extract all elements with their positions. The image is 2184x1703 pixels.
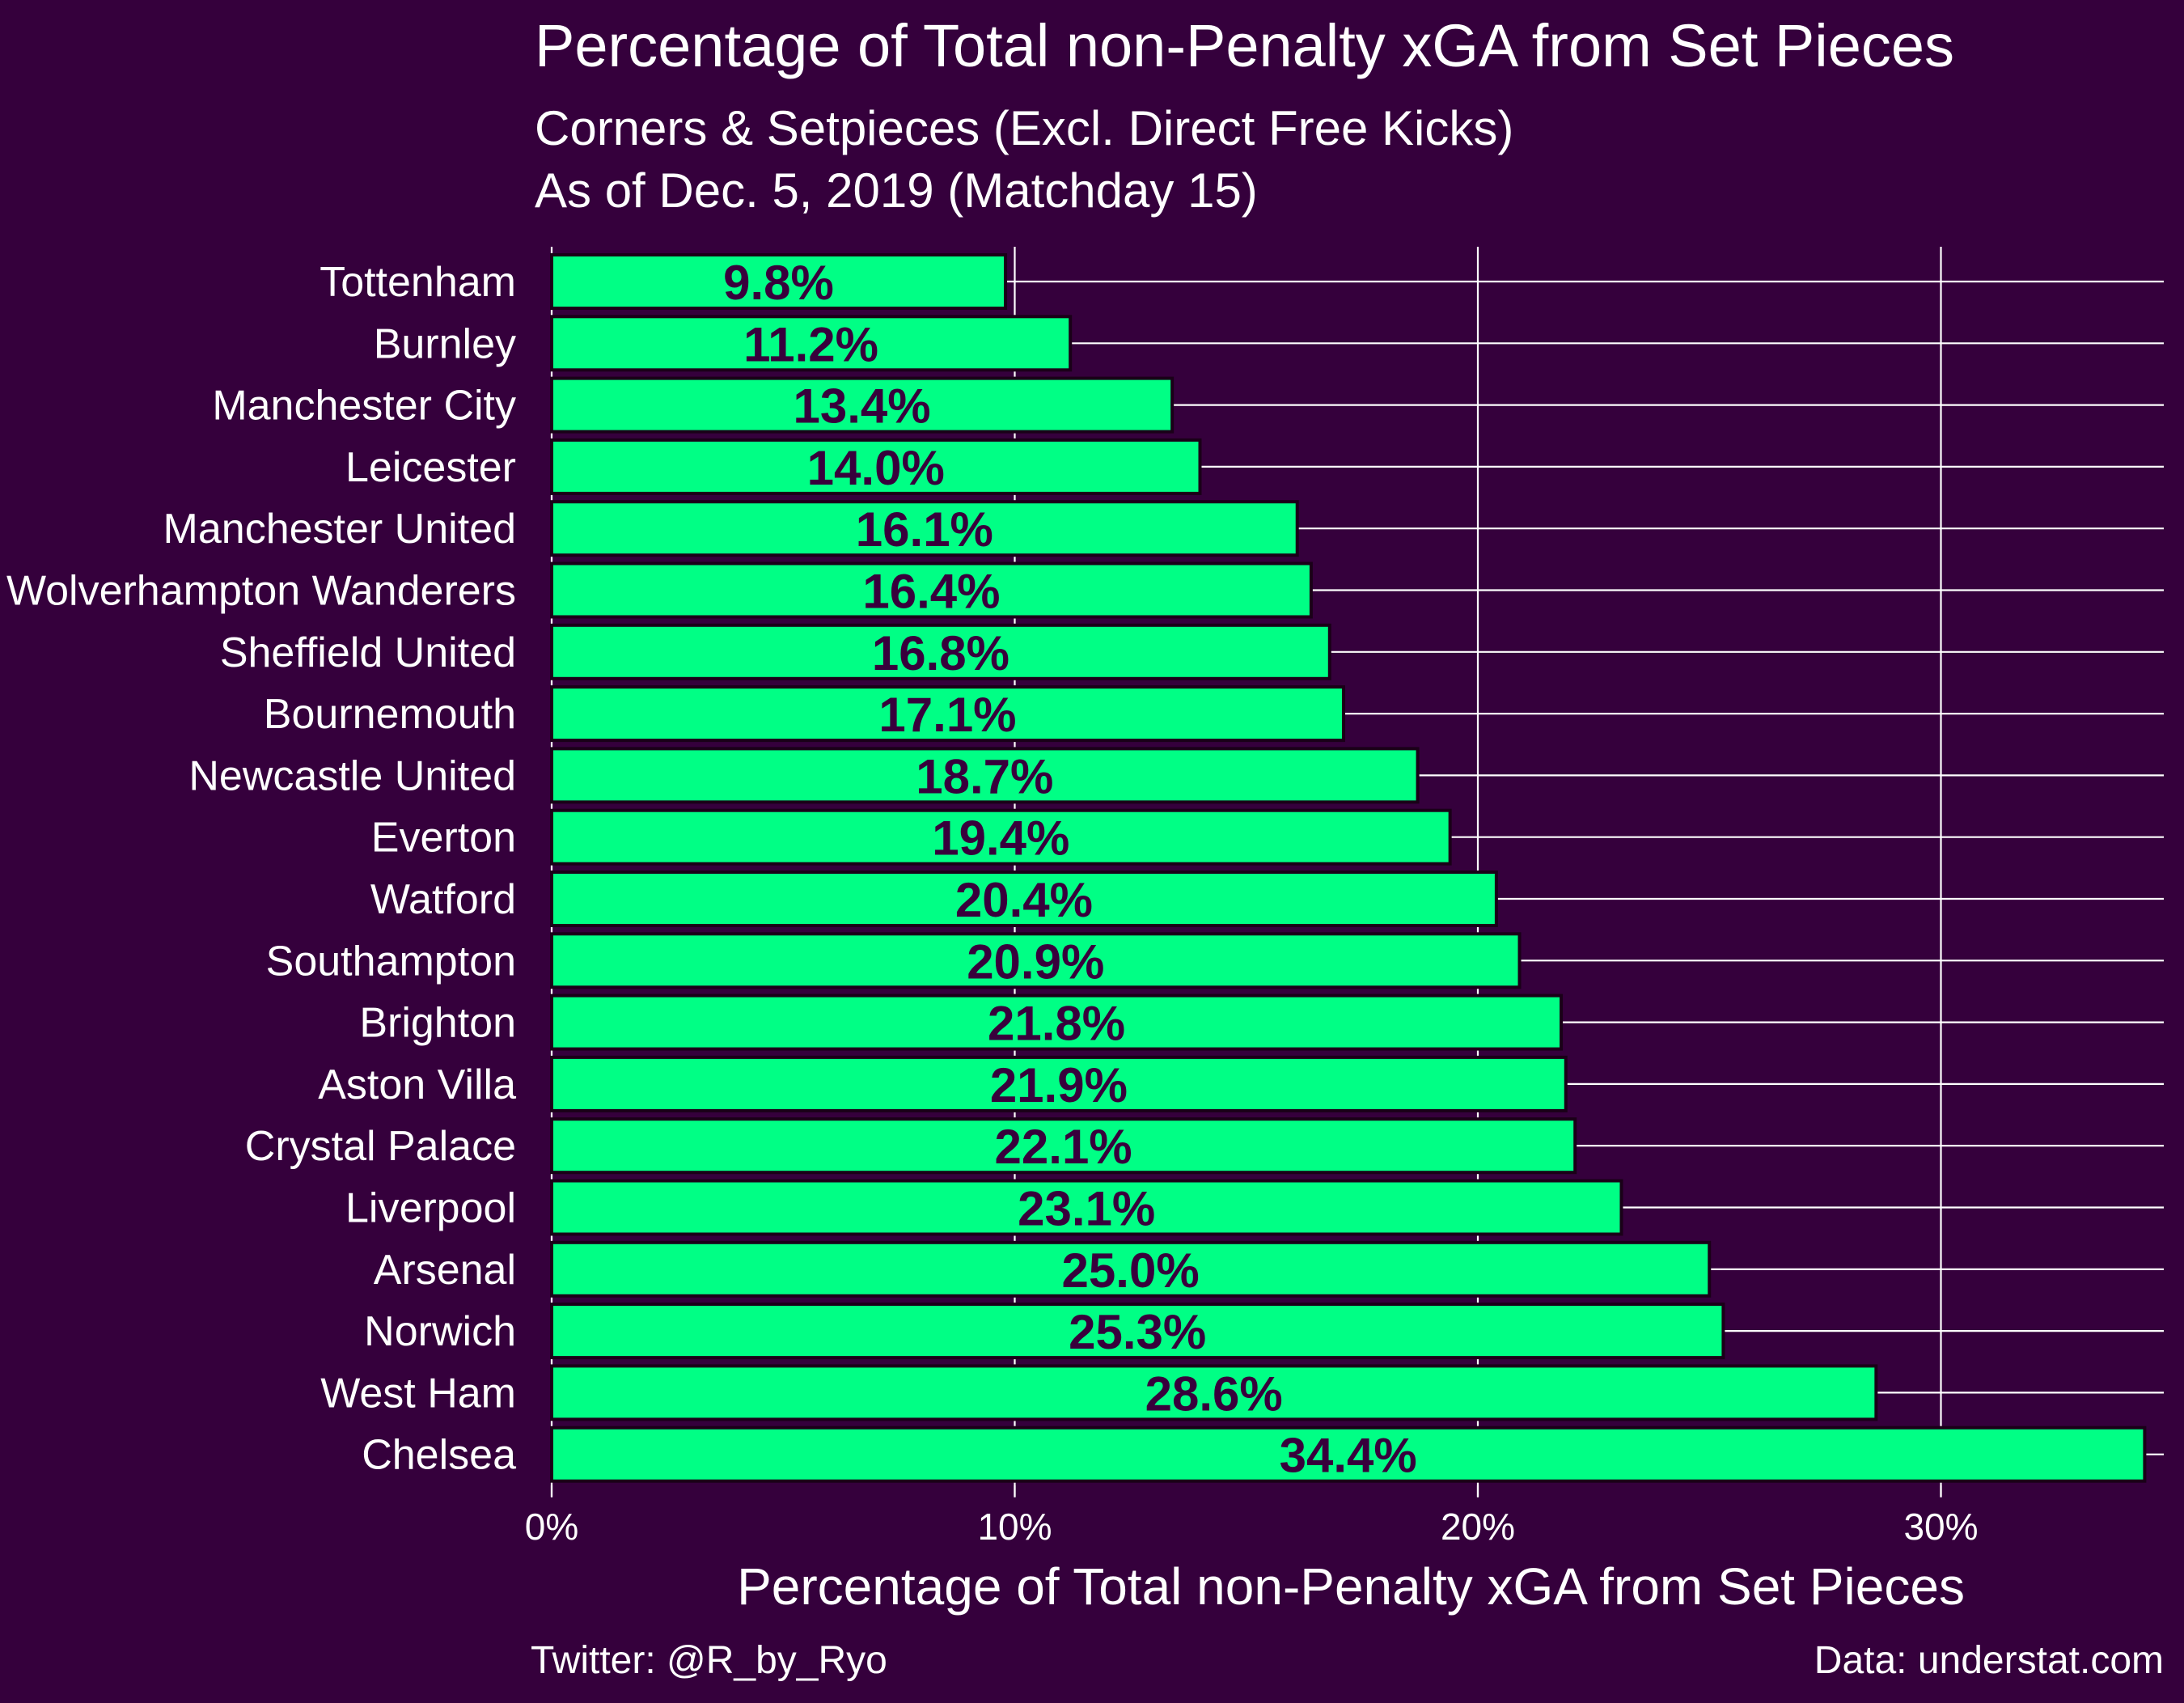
bar-value-label: 28.6% (1145, 1366, 1283, 1421)
y-tick-label: Leicester (345, 444, 516, 491)
y-tick-label: Burnley (374, 320, 516, 367)
bar (550, 438, 1202, 495)
y-tick-label: Sheffield United (220, 629, 516, 676)
bar (550, 1426, 2147, 1483)
bar (550, 1240, 1712, 1298)
y-tick-label: Crystal Palace (245, 1123, 516, 1170)
bars: 9.8% 11.2% 13.4% 14.0% 16.1% 16.4% 16.8% 17.1% 1… (550, 253, 2147, 1483)
bar (550, 1117, 1577, 1175)
bar-value-label: 19.4% (932, 811, 1069, 866)
chart-subtitle-line-2: As of Dec. 5, 2019 (Matchday 15) (535, 163, 1258, 218)
bar (550, 808, 1452, 866)
y-tick-label: Tottenham (320, 259, 516, 306)
bar-value-label: 25.3% (1069, 1305, 1206, 1359)
y-tick-label: Southampton (266, 938, 516, 985)
bar-value-label: 17.1% (878, 688, 1016, 742)
bar (550, 685, 1345, 743)
y-axis-labels: Tottenham Burnley Manchester City Leicester… (6, 259, 516, 1479)
bar (550, 500, 1299, 557)
bar (550, 253, 1008, 310)
y-tick-label: Newcastle United (188, 752, 516, 799)
y-tick-label: Wolverhampton Wanderers (6, 568, 516, 615)
bar-value-label: 22.1% (995, 1120, 1132, 1174)
bar-value-label: 21.8% (988, 997, 1125, 1051)
bar (550, 315, 1073, 372)
caption-source-twitter: Twitter: @R_by_Ryo (531, 1639, 887, 1682)
y-tick-label: Arsenal (374, 1247, 516, 1294)
bar-value-label: 13.4% (794, 379, 931, 434)
chart-subtitle-line-1: Corners & Setpieces (Excl. Direct Free K… (535, 101, 1513, 155)
bar (550, 993, 1564, 1051)
y-tick-label: West Ham (320, 1370, 516, 1417)
bar-value-label: 34.4% (1280, 1429, 1417, 1483)
y-tick-label: Everton (371, 815, 516, 862)
x-axis-ticks: 0% 10% 20% 30% (525, 1485, 1979, 1548)
bar-value-label: 25.0% (1062, 1243, 1200, 1298)
bar-value-label: 21.9% (990, 1058, 1128, 1112)
y-tick-label: Manchester City (212, 383, 516, 430)
bar-value-label: 16.1% (856, 502, 993, 557)
bar-value-label: 9.8% (723, 256, 834, 310)
bar-value-label: 14.0% (807, 441, 945, 495)
y-tick-label: Chelsea (362, 1432, 516, 1479)
bar-value-label: 16.4% (862, 565, 1000, 619)
bar-value-label: 18.7% (916, 749, 1053, 803)
bar-value-label: 11.2% (743, 317, 878, 371)
y-tick-label: Brighton (359, 1000, 516, 1047)
x-axis-title: Percentage of Total non-Penalty xGA from… (737, 1557, 1965, 1616)
bar (550, 1303, 1725, 1360)
y-tick-label: Aston Villa (318, 1061, 516, 1108)
bar (550, 1364, 1878, 1421)
caption-source-data: Data: understat.com (1814, 1639, 2164, 1682)
bar (550, 1055, 1568, 1112)
bar (550, 932, 1522, 989)
bar-value-label: 16.8% (872, 626, 1009, 680)
y-tick-label: Bournemouth (264, 691, 516, 738)
bar-value-label: 20.9% (967, 934, 1104, 989)
bar (550, 871, 1498, 927)
bar (550, 1179, 1623, 1236)
bar (550, 747, 1420, 804)
y-tick-label: Manchester United (163, 506, 516, 553)
x-tick-label: 0% (525, 1506, 578, 1548)
y-tick-label: Watford (370, 876, 516, 923)
bar-value-label: 23.1% (1018, 1182, 1155, 1236)
bar (550, 376, 1175, 434)
x-tick-label: 10% (977, 1506, 1052, 1548)
chart-title: Percentage of Total non-Penalty xGA from… (535, 12, 1954, 79)
y-tick-label: Norwich (364, 1308, 516, 1355)
x-tick-label: 30% (1903, 1506, 1978, 1548)
x-tick-label: 20% (1441, 1506, 1515, 1548)
bar-value-label: 20.4% (955, 873, 1093, 927)
bar (550, 561, 1313, 619)
bar (550, 623, 1331, 680)
y-tick-label: Liverpool (345, 1185, 516, 1232)
